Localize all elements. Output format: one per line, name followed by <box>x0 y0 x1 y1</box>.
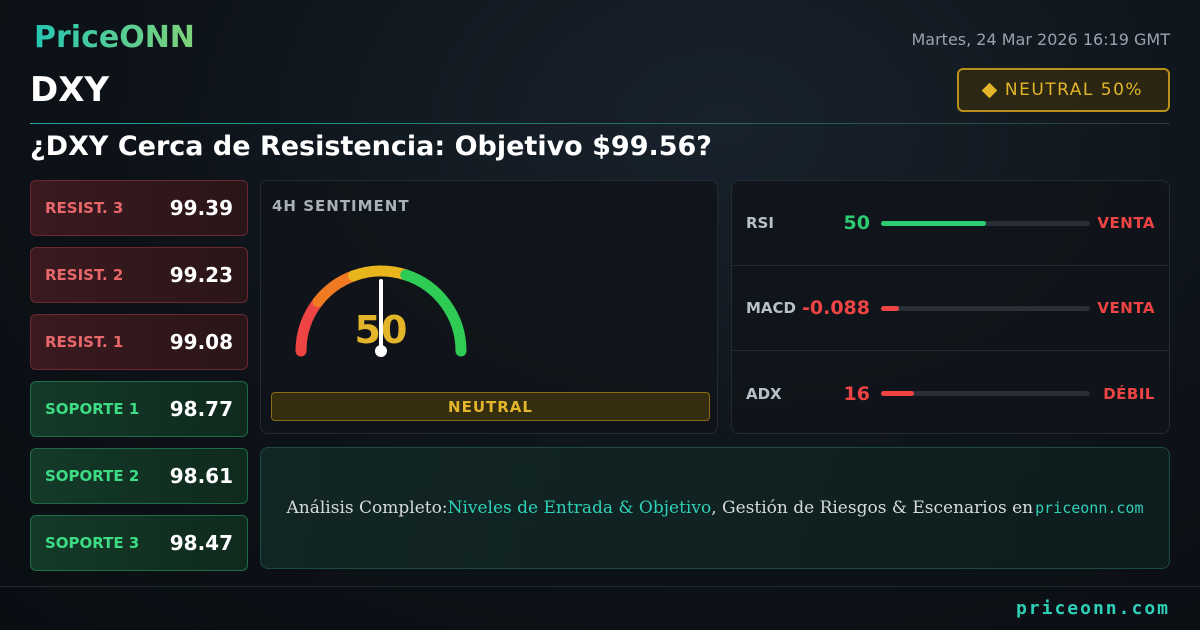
level-box: RESIST. 3 99.39 <box>30 180 248 236</box>
divider <box>30 123 1170 124</box>
indicator-track <box>881 306 1090 311</box>
level-value: 99.08 <box>169 330 233 354</box>
gauge-arc <box>295 296 324 357</box>
footer-divider <box>0 586 1200 587</box>
level-box: SOPORTE 1 98.77 <box>30 381 248 437</box>
level-value: 99.39 <box>169 196 233 220</box>
badge-label: NEUTRAL 50% <box>1004 80 1144 100</box>
sentiment-label: NEUTRAL <box>271 392 710 421</box>
gauge-arc <box>400 269 467 357</box>
level-label: SOPORTE 1 <box>45 400 140 418</box>
sentiment-panel: 4H SENTIMENT 50 NEUTRAL <box>260 180 718 434</box>
diamond-icon <box>981 82 998 98</box>
indicator-name: MACD <box>746 299 796 317</box>
level-value: 98.61 <box>169 464 233 488</box>
indicator-bar <box>881 306 900 311</box>
level-label: SOPORTE 3 <box>45 534 140 552</box>
level-value: 98.47 <box>169 531 233 555</box>
indicator-value: 50 <box>843 212 870 234</box>
brand: PriceONN <box>34 20 195 55</box>
indicator-name: RSI <box>746 214 774 232</box>
cta-text: Análisis Completo: <box>286 498 448 518</box>
indicator-row: RSI 50 VENTA <box>732 181 1169 266</box>
indicator-value: -0.088 <box>802 297 870 319</box>
sentiment-title: 4H SENTIMENT <box>272 197 410 215</box>
indicator-row: MACD -0.088 VENTA <box>732 266 1169 351</box>
indicators-panel: RSI 50 VENTA MACD -0.088 VENTA ADX 16 DÉBIL <box>731 180 1170 434</box>
level-box: SOPORTE 3 98.47 <box>30 515 248 571</box>
indicator-signal: VENTA <box>1097 214 1155 232</box>
level-value: 99.23 <box>169 263 233 287</box>
level-label: RESIST. 2 <box>45 266 124 284</box>
cta-link[interactable]: priceonn.com <box>1035 499 1144 517</box>
indicator-bar <box>881 391 915 396</box>
cta-highlight: Niveles de Entrada & Objetivo <box>447 498 712 518</box>
cta-text: , Gestión de Riesgos & Escenarios en <box>711 498 1034 518</box>
gauge-arc <box>348 265 412 282</box>
footer-link[interactable]: priceonn.com <box>1015 598 1170 619</box>
indicator-signal: DÉBIL <box>1103 384 1155 403</box>
indicator-signal: VENTA <box>1097 299 1155 317</box>
cta-panel: Análisis Completo: Niveles de Entrada & … <box>260 447 1170 569</box>
indicator-track <box>881 391 1090 396</box>
level-label: SOPORTE 2 <box>45 467 140 485</box>
sentiment-badge: NEUTRAL 50% <box>957 68 1170 112</box>
indicator-row: ADX 16 DÉBIL <box>732 351 1169 436</box>
symbol: DXY <box>30 70 110 110</box>
indicator-track <box>881 221 1090 226</box>
gauge-arc <box>312 270 360 308</box>
date: Martes, 24 Mar 2026 16:19 GMT <box>911 30 1170 49</box>
headline: ¿DXY Cerca de Resistencia: Objetivo $99.… <box>30 131 712 162</box>
gauge: 50 <box>295 265 467 357</box>
indicator-value: 16 <box>843 382 870 405</box>
level-box: SOPORTE 2 98.61 <box>30 448 248 504</box>
level-label: RESIST. 3 <box>45 199 124 217</box>
level-box: RESIST. 2 99.23 <box>30 247 248 303</box>
indicator-name: ADX <box>746 384 782 403</box>
level-label: RESIST. 1 <box>45 333 124 351</box>
level-value: 98.77 <box>169 397 233 421</box>
level-box: RESIST. 1 99.08 <box>30 314 248 370</box>
indicator-bar <box>881 221 986 226</box>
gauge-pivot <box>375 345 387 357</box>
